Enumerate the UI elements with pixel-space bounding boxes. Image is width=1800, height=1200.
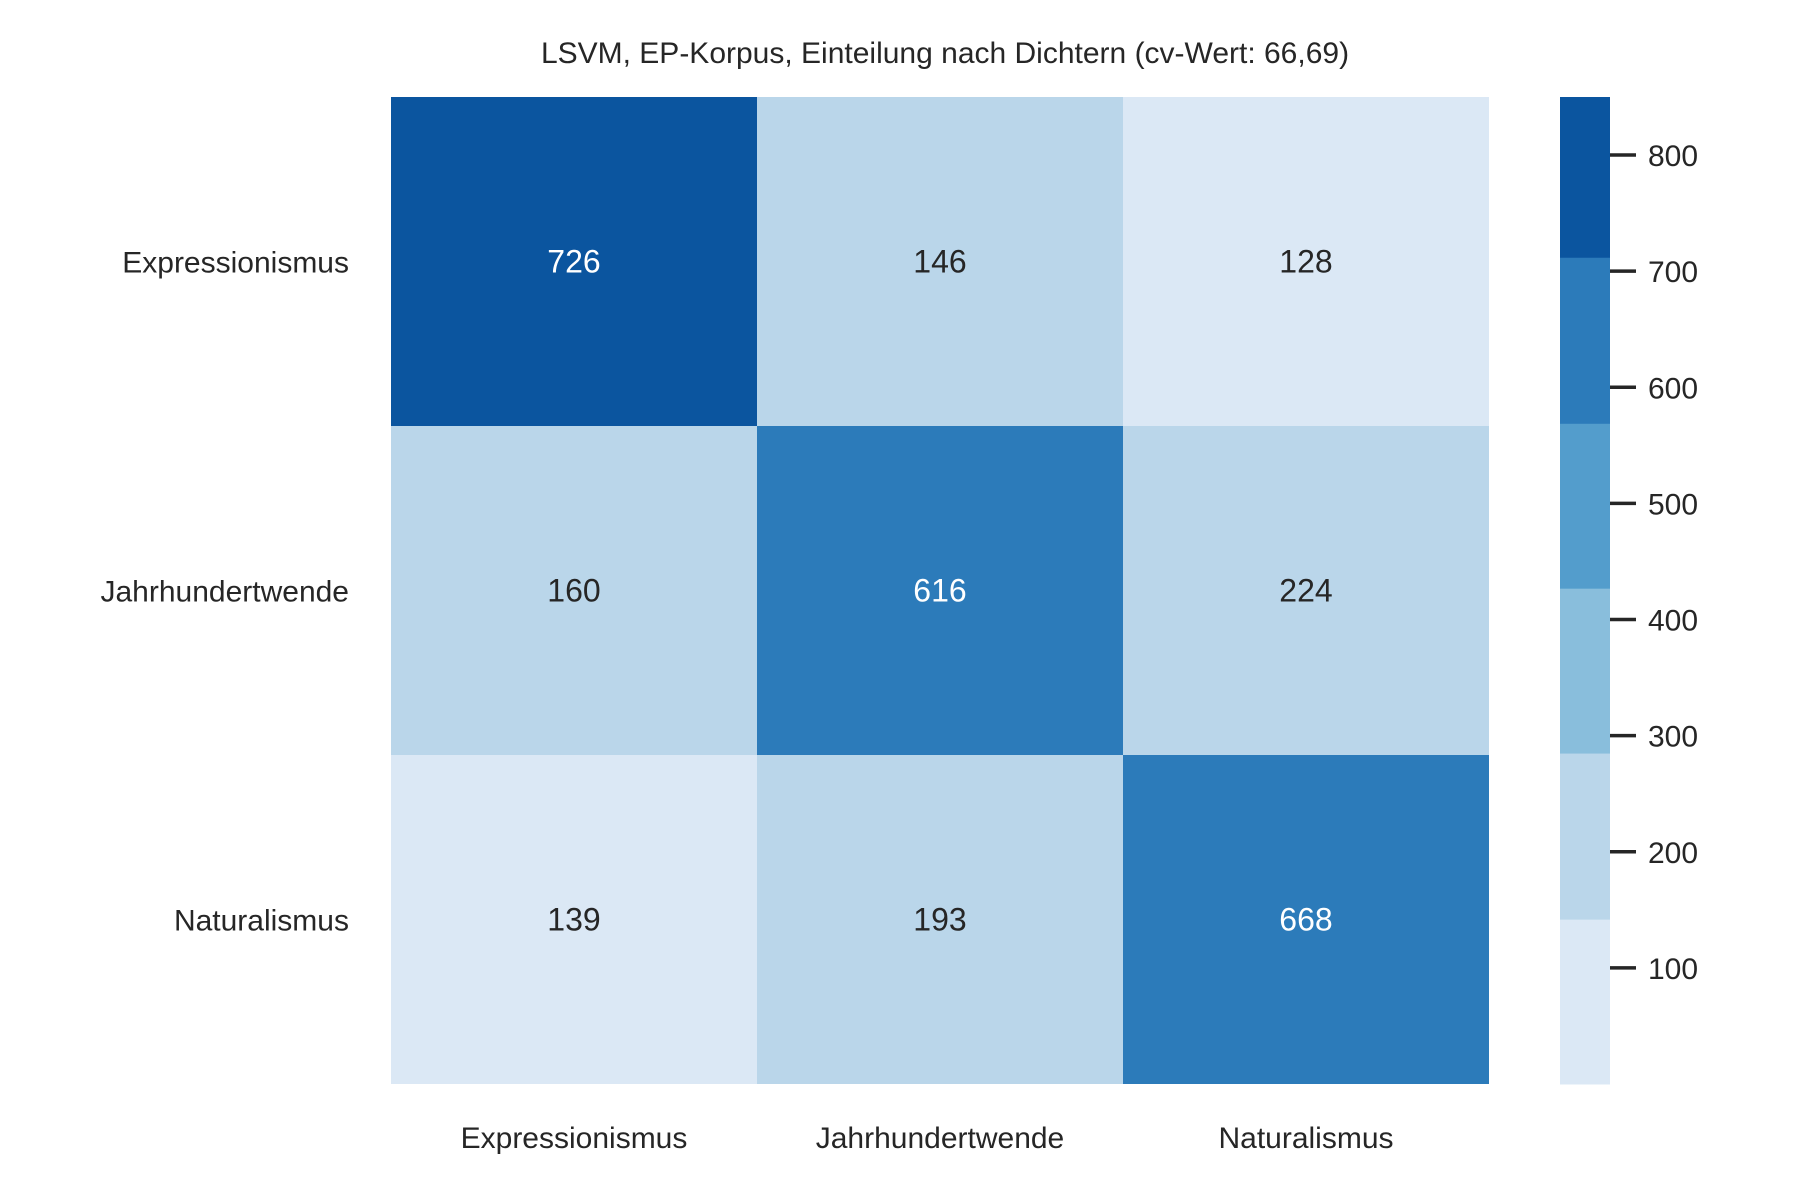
y-tick-label: Jahrhundertwende <box>100 576 349 609</box>
colorbar-segment <box>1560 257 1610 424</box>
heatmap-cells: 726 146 128 160 616 224 139 193 668 <box>391 97 1489 1084</box>
cell-value-label: 193 <box>913 902 966 938</box>
colorbar-tick-label: 100 <box>1648 953 1698 986</box>
colorbar-segment <box>1560 588 1610 754</box>
heatmap-cell <box>1123 755 1489 1084</box>
chart-title: LSVM, EP-Korpus, Einteilung nach Dichter… <box>541 37 1349 70</box>
heatmap-cell <box>391 426 757 755</box>
colorbar-segment <box>1560 97 1610 258</box>
colorbar-tick-label: 500 <box>1648 488 1698 521</box>
colorbar-segment <box>1560 753 1610 920</box>
heatmap-cell <box>757 426 1123 755</box>
cell-value-label: 160 <box>547 573 600 609</box>
cell-value-label: 128 <box>1279 244 1332 280</box>
heatmap-cell <box>757 755 1123 1084</box>
colorbar-tick-label: 300 <box>1648 721 1698 754</box>
heatmap-cell <box>1123 426 1489 755</box>
x-tick-label: Expressionismus <box>461 1122 688 1155</box>
heatmap-cell <box>1123 97 1489 426</box>
x-tick-label: Naturalismus <box>1218 1122 1393 1155</box>
colorbar-tick-label: 800 <box>1648 140 1698 173</box>
colorbar-tick-label: 700 <box>1648 256 1698 289</box>
heatmap-cell <box>757 97 1123 426</box>
y-tick-label: Expressionismus <box>122 247 349 280</box>
colorbar-tick-label: 400 <box>1648 605 1698 638</box>
colorbar: 100 200 300 400 500 600 700 800 <box>1560 97 1698 1085</box>
colorbar-tick-label: 600 <box>1648 372 1698 405</box>
colorbar-tick-label: 200 <box>1648 837 1698 870</box>
cell-value-label: 616 <box>913 573 966 609</box>
colorbar-segment <box>1560 423 1610 589</box>
x-tick-labels: Expressionismus Jahrhundertwende Naturalis… <box>461 1122 1394 1155</box>
colorbar-segment <box>1560 919 1610 1085</box>
heatmap-cell <box>391 97 757 426</box>
x-tick-label: Jahrhundertwende <box>816 1122 1065 1155</box>
heatmap-cell <box>391 755 757 1084</box>
cell-value-label: 139 <box>547 902 600 938</box>
cell-value-label: 726 <box>547 244 600 280</box>
cell-value-label: 146 <box>913 244 966 280</box>
y-tick-label: Naturalismus <box>174 905 349 938</box>
y-tick-labels: Expressionismus Jahrhundertwende Naturalis… <box>100 247 349 938</box>
cell-value-label: 668 <box>1279 902 1332 938</box>
cell-value-label: 224 <box>1279 573 1332 609</box>
